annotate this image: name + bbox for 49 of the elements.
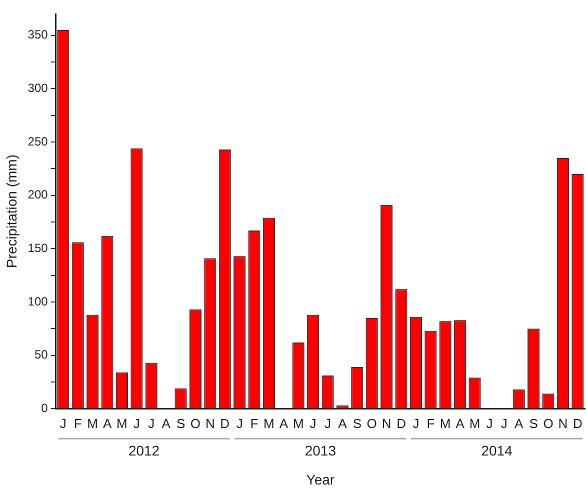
x-tick-label: D [220, 416, 230, 431]
x-tick-label: N [558, 416, 568, 431]
text: 2013 [304, 442, 336, 458]
y-tick-label: 50 [34, 348, 48, 362]
y-tick-label: 300 [28, 80, 48, 95]
x-tick-label: A [102, 416, 112, 431]
y-tick-label: 150 [28, 240, 48, 255]
x-tick-label: M [116, 416, 128, 431]
x-tick-label: A [162, 416, 171, 431]
x-tick-label: M [292, 416, 304, 431]
x-tick-label: F [74, 416, 82, 431]
x-tick-label: A [279, 416, 288, 431]
x-tick-label: S [176, 416, 186, 431]
x-tick-label: J [412, 416, 420, 431]
x-tick-label: J [133, 416, 140, 431]
x-tick-label: J [60, 416, 66, 431]
x-tick-label: N [382, 416, 392, 431]
x-tick-label: F [250, 416, 258, 431]
x-tick-label: J [486, 416, 493, 431]
y-tick-label: 250 [28, 134, 48, 148]
x-tick-label: S [352, 416, 362, 431]
y-tick-label: 350 [28, 28, 48, 42]
x-tick-label: S [529, 416, 538, 431]
x-tick-label: J [500, 416, 508, 431]
x-tick-label: A [338, 416, 348, 431]
x-tick-label: J [324, 416, 332, 431]
x-tick-label: M [440, 416, 451, 431]
y-tick-label: 200 [28, 188, 48, 202]
x-axis-title: Year [306, 471, 335, 488]
x-tick-label: F [426, 416, 435, 431]
x-tick-label: O [366, 416, 377, 431]
x-tick-label: O [190, 416, 201, 431]
x-tick-label: A [456, 416, 465, 431]
x-tick-label: J [148, 416, 155, 431]
x-tick-label: M [264, 416, 274, 431]
x-tick-label: J [310, 416, 316, 431]
text: 2012 [128, 442, 160, 458]
x-tick-label: A [514, 416, 524, 431]
x-tick-label: D [572, 416, 582, 431]
y-axis-title: Precipitation (mm) [3, 154, 20, 268]
x-tick-label: M [469, 416, 480, 431]
y-tick-label: 0 [41, 400, 48, 415]
x-tick-label: O [543, 416, 554, 431]
x-tick-label: D [396, 416, 406, 431]
y-tick-label: 100 [28, 294, 48, 308]
x-tick-label: J [236, 416, 243, 431]
text: 2014 [481, 442, 513, 458]
x-tick-label: M [87, 416, 98, 431]
x-tick-label: N [205, 416, 215, 431]
